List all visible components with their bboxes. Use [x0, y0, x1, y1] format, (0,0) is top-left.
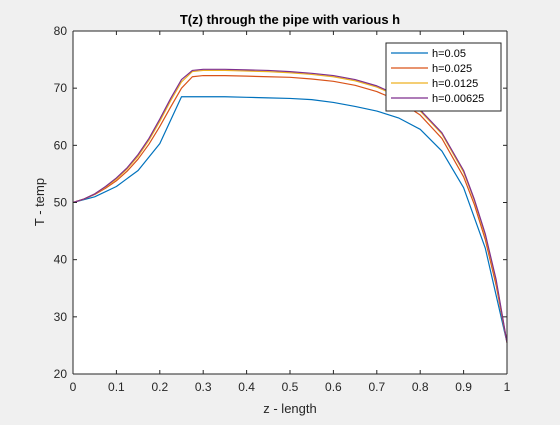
legend-label-0: h=0.05: [432, 48, 466, 60]
x-tick-label: 0.8: [412, 380, 429, 394]
y-axis-title: T - temp: [32, 178, 47, 226]
x-tick-label: 0.9: [455, 380, 472, 394]
y-tick-label: 50: [54, 196, 68, 210]
x-tick-label: 0.7: [368, 380, 385, 394]
y-tick-label: 20: [54, 367, 68, 381]
chart-title: T(z) through the pipe with various h: [180, 12, 400, 27]
series-line-2: [72, 69, 508, 343]
legend-label-1: h=0.025: [432, 63, 472, 75]
y-tick-label: 80: [54, 24, 68, 38]
series-layer: [72, 68, 508, 343]
legend-box: [385, 42, 502, 112]
x-tick-label: 0.1: [108, 380, 125, 394]
legend-label-2: h=0.0125: [432, 78, 478, 90]
x-axis-title: z - length: [263, 401, 316, 416]
series-line-0: [72, 96, 508, 343]
y-tick-label: 30: [54, 310, 68, 324]
y-tick-label: 40: [54, 253, 68, 267]
x-tick-label: 0.4: [238, 380, 255, 394]
legend: h=0.05 h=0.025 h=0.0125 h=0.00625: [385, 42, 502, 112]
ticks-layer: 0 0.1 0.2 0.3 0.4 0.5 0.6 0.7 0.8 0.9 1 20 30 40 50 60 7…: [54, 24, 511, 394]
y-tick-label: 70: [54, 81, 68, 95]
x-tick-label: 0.6: [325, 380, 342, 394]
x-tick-label: 0.3: [195, 380, 212, 394]
x-tick-label: 0.2: [151, 380, 168, 394]
y-tick-label: 60: [54, 138, 68, 152]
x-tick-label: 1: [504, 380, 511, 394]
x-tick-label: 0.5: [282, 380, 299, 394]
x-tick-label: 0: [70, 380, 77, 394]
legend-label-3: h=0.00625: [432, 93, 484, 105]
series-line-1: [72, 74, 508, 343]
series-line-3: [72, 68, 508, 343]
